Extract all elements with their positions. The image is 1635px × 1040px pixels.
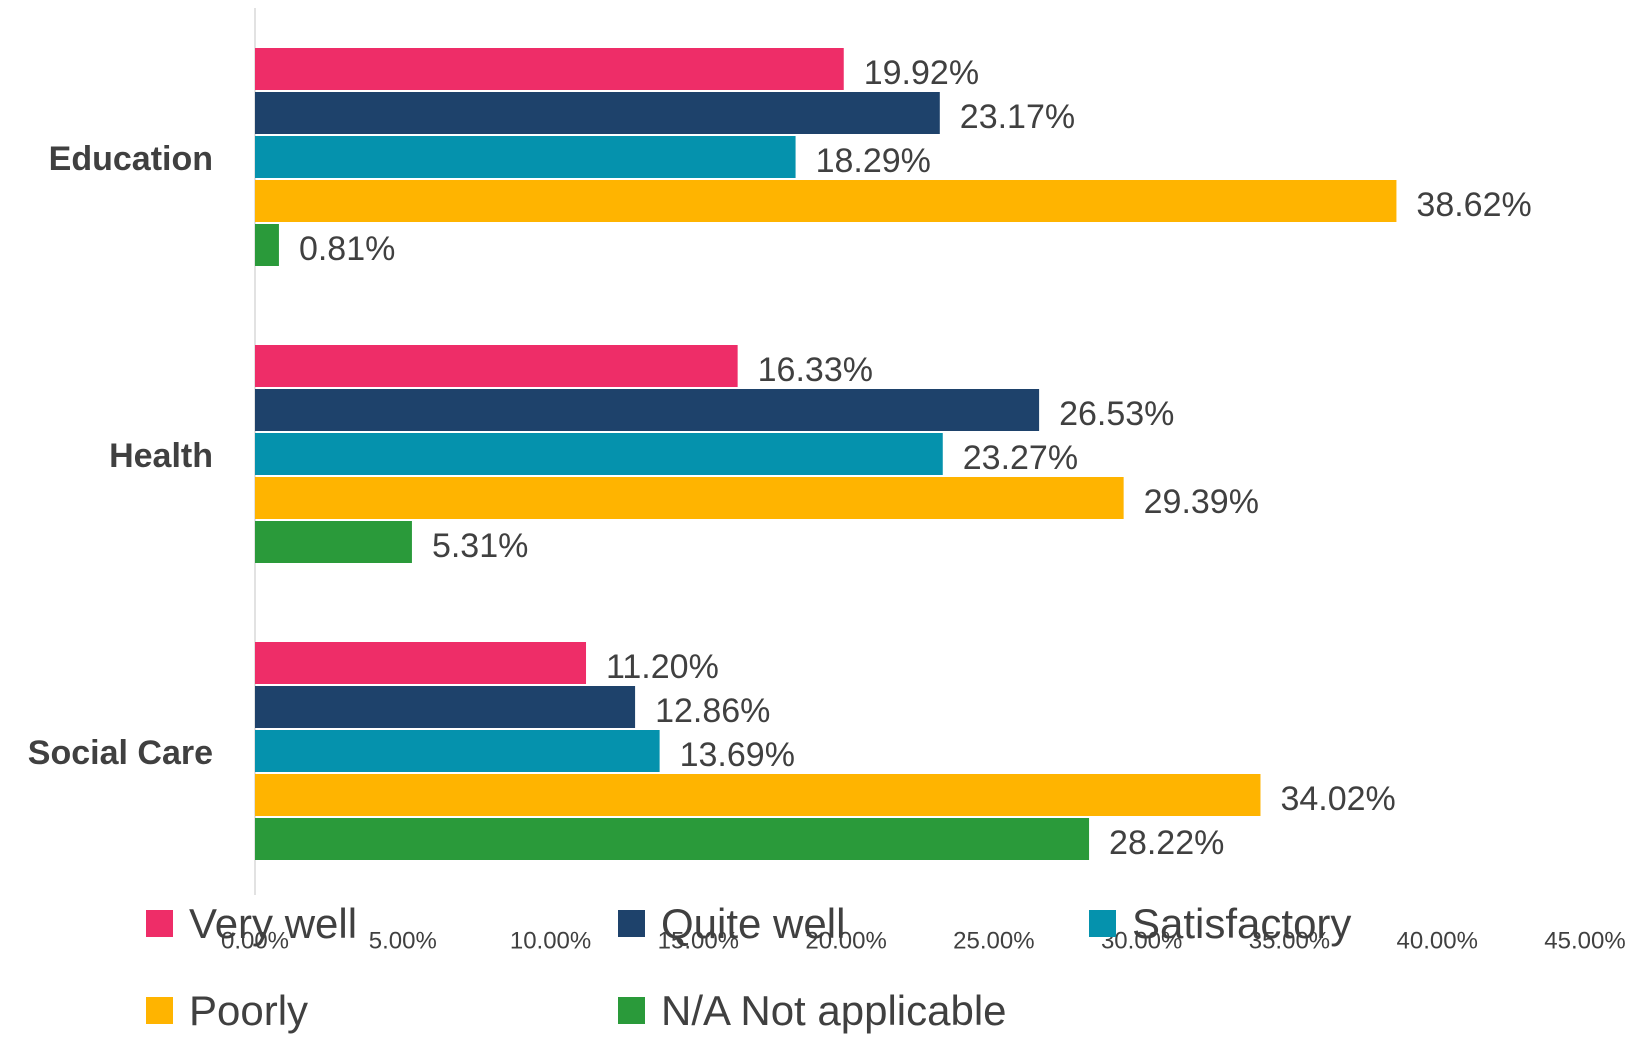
data-label: 19.92% bbox=[864, 54, 979, 92]
x-tick-label: 0.00% bbox=[221, 927, 289, 954]
category-label: Health bbox=[109, 437, 213, 475]
legend-swatch bbox=[1089, 910, 1116, 937]
bar bbox=[255, 642, 587, 684]
data-label: 0.81% bbox=[299, 230, 395, 268]
data-label: 18.29% bbox=[816, 142, 931, 180]
bar bbox=[255, 345, 738, 387]
data-label: 38.62% bbox=[1416, 186, 1531, 224]
bar bbox=[255, 92, 940, 134]
x-tick-label: 15.00% bbox=[658, 927, 739, 954]
data-label: 12.86% bbox=[655, 692, 770, 730]
category-label: Education bbox=[49, 140, 213, 178]
data-label: 13.69% bbox=[680, 736, 795, 774]
data-label: 34.02% bbox=[1280, 780, 1395, 818]
x-tick-label: 20.00% bbox=[805, 927, 886, 954]
x-tick-label: 25.00% bbox=[953, 927, 1034, 954]
bar bbox=[255, 521, 412, 563]
bar bbox=[255, 433, 943, 475]
legend-swatch bbox=[146, 910, 173, 937]
data-label: 23.17% bbox=[960, 98, 1075, 136]
legend-label: Satisfactory bbox=[1132, 900, 1351, 947]
x-tick-label: 10.00% bbox=[510, 927, 591, 954]
bar bbox=[255, 774, 1261, 816]
data-label: 26.53% bbox=[1059, 395, 1174, 433]
bar bbox=[255, 224, 279, 266]
legend-label: Poorly bbox=[189, 987, 308, 1034]
x-tick-label: 5.00% bbox=[369, 927, 437, 954]
bar bbox=[255, 686, 636, 728]
bar bbox=[255, 477, 1124, 519]
data-label: 11.20% bbox=[606, 648, 719, 686]
bar bbox=[255, 389, 1040, 431]
x-tick-label: 45.00% bbox=[1544, 927, 1625, 954]
bar bbox=[255, 136, 796, 178]
data-label: 23.27% bbox=[963, 439, 1078, 477]
legend-label: Very well bbox=[189, 900, 357, 947]
data-label: 28.22% bbox=[1109, 824, 1224, 862]
data-label: 5.31% bbox=[432, 527, 528, 565]
legend-label: Quite well bbox=[661, 900, 845, 947]
x-tick-label: 35.00% bbox=[1249, 927, 1330, 954]
bar bbox=[255, 818, 1090, 860]
category-label: Social Care bbox=[28, 734, 213, 772]
bar bbox=[255, 48, 844, 90]
x-tick-label: 40.00% bbox=[1397, 927, 1478, 954]
legend-label: N/A Not applicable bbox=[661, 987, 1007, 1034]
legend-swatch bbox=[618, 910, 645, 937]
data-label: 16.33% bbox=[758, 351, 873, 389]
legend-swatch bbox=[618, 997, 645, 1024]
bar bbox=[255, 180, 1397, 222]
legend-swatch bbox=[146, 997, 173, 1024]
data-label: 29.39% bbox=[1144, 483, 1259, 521]
bar bbox=[255, 730, 660, 772]
